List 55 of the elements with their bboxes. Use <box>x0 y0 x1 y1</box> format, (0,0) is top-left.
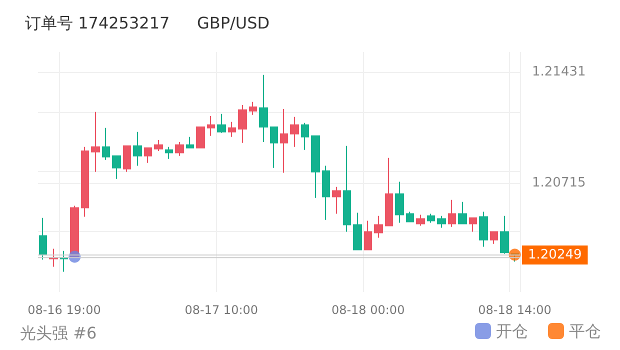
candlestick <box>154 139 163 152</box>
candlestick <box>500 215 509 254</box>
candlestick <box>270 126 278 168</box>
candlestick <box>280 108 288 174</box>
candlestick <box>448 199 456 228</box>
x-tick-label: 08-18 00:00 <box>331 303 405 317</box>
candlestick <box>427 213 435 224</box>
candlestick <box>186 136 194 148</box>
candlestick <box>144 147 152 164</box>
candlestick <box>364 220 372 250</box>
candlestick <box>81 146 89 218</box>
candlestick <box>353 212 362 250</box>
candlestick <box>102 127 110 160</box>
y-tick-label: 1.21431 <box>532 64 586 80</box>
candlestick <box>123 145 131 172</box>
candlestick <box>259 74 268 142</box>
candlestick <box>196 126 205 148</box>
candlestick <box>301 122 309 150</box>
candlestick <box>207 115 215 136</box>
candlestick <box>437 215 446 228</box>
candlestick <box>469 217 477 232</box>
candlestick <box>332 186 341 214</box>
candlestick <box>133 131 142 166</box>
chart-title: 订单号 174253217 <box>25 14 170 32</box>
candlestick <box>238 104 247 144</box>
candlestick <box>39 217 47 260</box>
candlestick <box>60 250 68 272</box>
candlestick <box>311 135 320 198</box>
chart-subtitle: GBP/USD <box>197 14 270 32</box>
text: 光头强 #6 <box>20 324 97 342</box>
x-tick-label: 08-17 10:00 <box>184 303 258 317</box>
legend-label: 平仓 <box>569 322 601 340</box>
candlestick <box>343 145 351 232</box>
candlestick <box>385 157 393 226</box>
x-tick-label: 08-16 19:00 <box>28 303 101 317</box>
legend-label: 开仓 <box>496 322 528 340</box>
candlestick <box>112 155 121 180</box>
candlestick <box>395 181 404 224</box>
candlestick <box>322 165 330 220</box>
candlestick <box>458 201 467 224</box>
candlestick <box>416 214 425 226</box>
candlestick <box>374 215 383 238</box>
candlestick <box>406 211 414 222</box>
candlestick <box>217 113 226 134</box>
candlestick <box>249 101 257 116</box>
candlestick <box>165 146 173 160</box>
candlestick <box>490 231 498 244</box>
candlestick <box>290 116 299 148</box>
x-tick-label: 08-18 14:00 <box>478 303 552 317</box>
candlestick <box>479 211 488 248</box>
ref-line-label: 1.20249 <box>528 247 582 262</box>
candlestick <box>228 121 236 138</box>
candlestick <box>91 111 100 172</box>
candlestick <box>175 141 184 156</box>
y-tick-label: 1.20715 <box>532 175 586 190</box>
